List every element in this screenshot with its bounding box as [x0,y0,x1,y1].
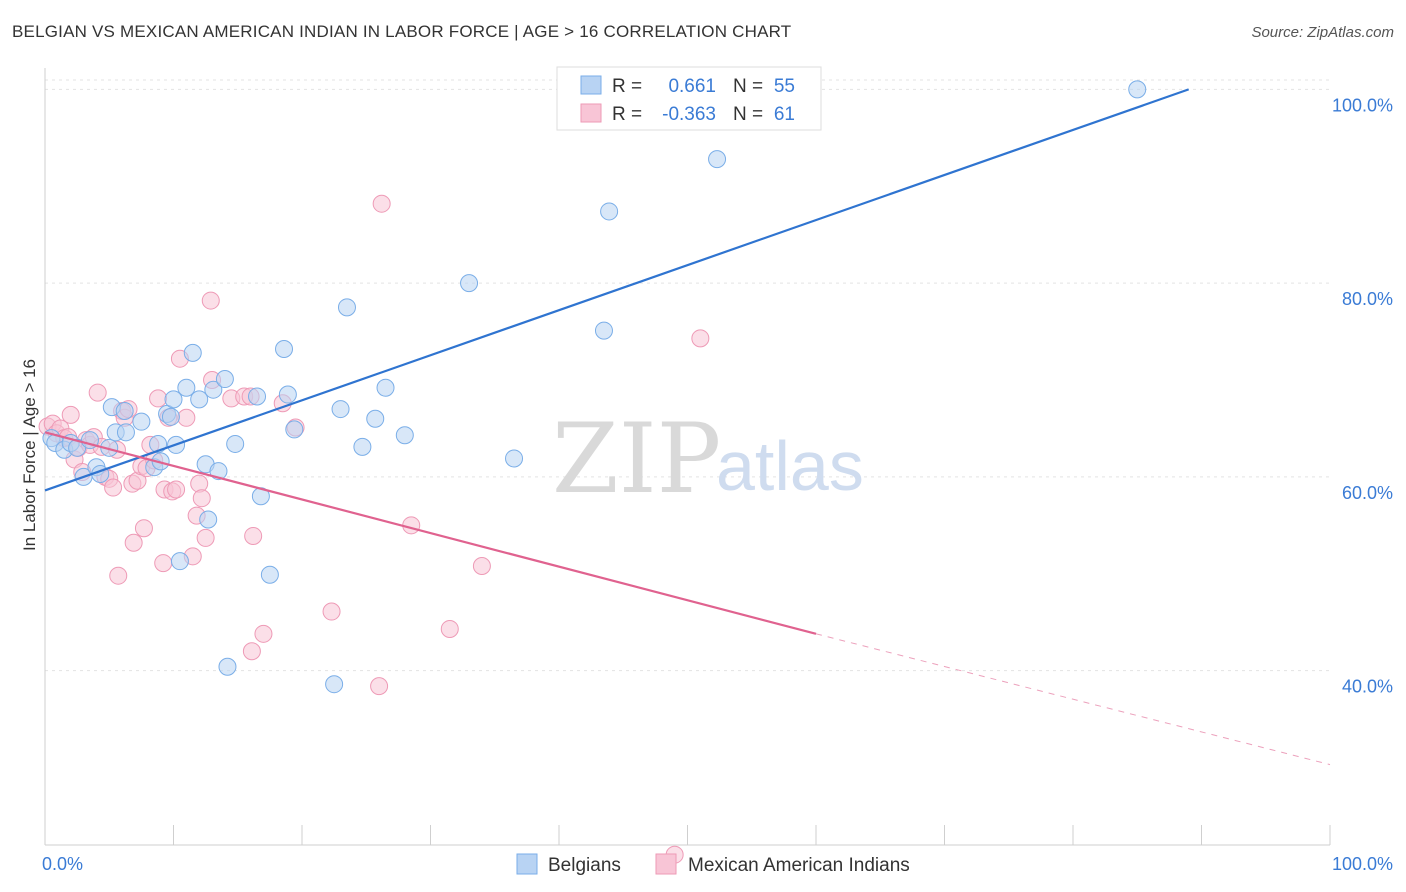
axes [44,68,1331,846]
data-point-mexican [61,405,80,424]
data-point-belgians [1128,80,1147,99]
trend-line-belgians [44,88,1190,492]
data-point-belgians [331,400,350,419]
data-point-mexican [472,557,491,575]
y-axis-title: In Labor Force | Age > 16 [20,359,39,551]
bottom-legend-label-belgians: Belgians [548,855,621,876]
data-point-belgians [164,390,183,409]
data-point-belgians [325,675,344,694]
data-point-mexican [109,566,128,585]
bottom-legend-swatch-belgians [516,853,538,875]
data-point-belgians [505,449,524,468]
data-point-mexican [104,478,123,497]
series-mexican-american-indians-points [38,194,710,864]
data-point-belgians [395,426,414,445]
data-point-mexican [154,554,173,573]
chart-title: BELGIAN VS MEXICAN AMERICAN INDIAN IN LA… [12,22,792,41]
bottom-legend-swatch-mexican [655,853,677,875]
legend-r-label: R = [612,104,642,125]
x-tick-label-max: 100.0% [1332,854,1393,874]
data-point-mexican [370,677,389,696]
grid-lines [45,79,1330,672]
legend-swatch-belgians [580,75,602,95]
data-point-mexican [402,516,421,535]
data-point-belgians [161,407,180,426]
data-point-belgians [460,274,479,293]
data-point-belgians [278,385,297,404]
legend-r-label: R = [612,76,642,97]
series-belgians-points [42,80,1147,694]
y-tick-label: 40.0% [1342,677,1393,697]
data-point-mexican [201,291,220,310]
data-point-mexican [322,602,341,621]
data-point-mexican [254,624,273,643]
data-point-belgians [170,552,189,571]
watermark: ZIP atlas [552,403,864,515]
data-point-belgians [116,423,135,442]
legend-r-value: 0.661 [668,76,716,97]
data-point-belgians [275,340,294,358]
data-point-belgians [215,370,234,389]
data-point-belgians [199,510,218,529]
y-tick-label: 80.0% [1342,289,1393,309]
data-point-belgians [226,434,245,453]
trend-lines [44,88,1331,766]
data-point-belgians [594,321,613,340]
legend-swatch-mexican [580,103,602,123]
legend-n-value: 55 [774,76,795,97]
y-tick-label: 60.0% [1342,483,1393,503]
legend-n-label: N = [733,104,763,125]
data-point-mexican [242,642,261,661]
data-point-belgians [353,437,372,456]
data-point-belgians [376,378,395,397]
watermark-atlas: atlas [716,427,864,505]
data-point-mexican [196,528,215,547]
watermark-zip: ZIP [552,403,721,515]
y-tick-labels: 40.0% 60.0% 80.0% 100.0% [1332,95,1393,696]
data-point-belgians [366,409,385,428]
legend-r-value: -0.363 [662,104,716,125]
data-point-mexican [691,329,710,348]
data-point-belgians [600,202,619,221]
data-point-belgians [209,462,228,481]
bottom-legend-label-mexican: Mexican American Indians [688,855,910,876]
trend-line-mexican-extension [815,633,1331,766]
data-point-mexican [192,489,211,508]
trend-line-mexican [44,431,817,635]
data-point-mexican [88,383,107,402]
data-point-mexican [440,619,459,638]
data-point-belgians [337,298,356,317]
data-point-belgians [115,402,134,420]
data-point-belgians [190,390,209,409]
y-tick-label: 100.0% [1332,95,1393,115]
stats-legend: R = 0.661 N = 55 R = -0.363 N = 61 [556,66,822,131]
bottom-legend: Belgians Mexican American Indians [516,853,910,876]
data-point-belgians [260,565,279,584]
data-point-mexican [177,408,196,427]
data-point-belgians [177,378,196,397]
data-point-mexican [149,389,168,408]
data-point-mexican [167,480,186,499]
legend-n-label: N = [733,76,763,97]
data-point-mexican [244,526,263,545]
chart-source: Source: ZipAtlas.com [1251,24,1394,41]
data-point-mexican [124,533,143,552]
legend-n-value: 61 [774,104,795,125]
data-point-mexican [372,194,391,213]
data-point-belgians [218,657,237,676]
x-tick-label-min: 0.0% [42,854,83,874]
data-point-belgians [285,420,304,439]
data-point-belgians [183,343,202,362]
data-point-belgians [204,380,223,399]
data-point-belgians [708,150,727,169]
data-point-belgians [248,387,267,406]
data-point-mexican [134,519,153,538]
data-point-belgians [132,412,151,431]
